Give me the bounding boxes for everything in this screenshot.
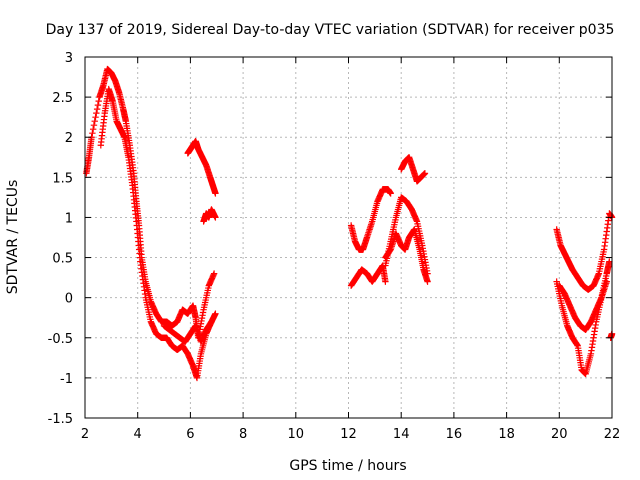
data-point [212,310,219,317]
x-tick-label: 12 [340,427,357,442]
data-point [603,278,610,285]
data-point [89,126,97,133]
data-series [556,278,610,333]
x-tick-label: 4 [134,427,142,442]
data-point [208,318,215,325]
data-point [382,278,389,285]
data-series [184,138,219,197]
data-point [93,105,101,113]
data-series [347,262,389,289]
data-series [607,330,616,341]
data-point [90,121,98,129]
y-tick-label: 2 [65,131,73,146]
x-tick-label: 6 [186,427,194,442]
y-tick-label: 0 [65,292,73,307]
data-series [83,65,218,341]
data-series [382,194,431,277]
x-tick-label: 16 [446,427,463,442]
data-series [347,186,394,253]
data-point [424,278,431,285]
data-point [210,270,218,277]
data-point [95,97,102,105]
axis-ticks [84,56,613,419]
data-point [212,190,219,197]
grid [85,57,612,418]
data-point [212,214,219,221]
y-tick-label: 2.5 [52,91,73,106]
y-tick-label: -1.5 [48,412,73,427]
y-tick-label: 1.5 [52,171,73,186]
y-tick-labels: -1.5 -1 -0.5 0 0.5 1 1.5 2 2.5 3 [48,51,73,427]
data-point [89,130,96,137]
data-point [421,170,429,177]
x-tick-label: 8 [239,427,247,442]
data-series [398,154,429,185]
x-tick-label: 22 [604,427,621,442]
y-tick-label: 1 [65,211,73,226]
x-tick-label: 20 [551,427,568,442]
data-point [606,258,613,265]
chart-title: Day 137 of 2019, Sidereal Day-to-day VTE… [46,22,615,38]
data-series [160,318,215,345]
data-point [94,101,102,109]
data-series [200,206,219,225]
x-tick-label: 2 [81,427,89,442]
y-tick-label: 3 [65,51,73,66]
data-series [553,258,613,378]
data-point [424,270,431,277]
data-marks [83,65,616,382]
data-point [93,109,100,117]
y-tick-label: -1 [60,372,73,387]
data-point [91,117,98,125]
x-tick-label: 14 [393,427,410,442]
x-tick-label: 18 [498,427,515,442]
x-tick-labels: 2 4 6 8 10 12 14 16 18 20 22 [81,427,620,442]
x-axis-label: GPS time / hours [289,458,406,474]
y-tick-label: -0.5 [48,332,73,347]
data-point [387,190,394,197]
y-axis-label: SDTVAR / TECUs [5,180,21,295]
x-tick-label: 10 [288,427,305,442]
data-point [92,113,99,121]
y-tick-label: 0.5 [52,252,73,267]
